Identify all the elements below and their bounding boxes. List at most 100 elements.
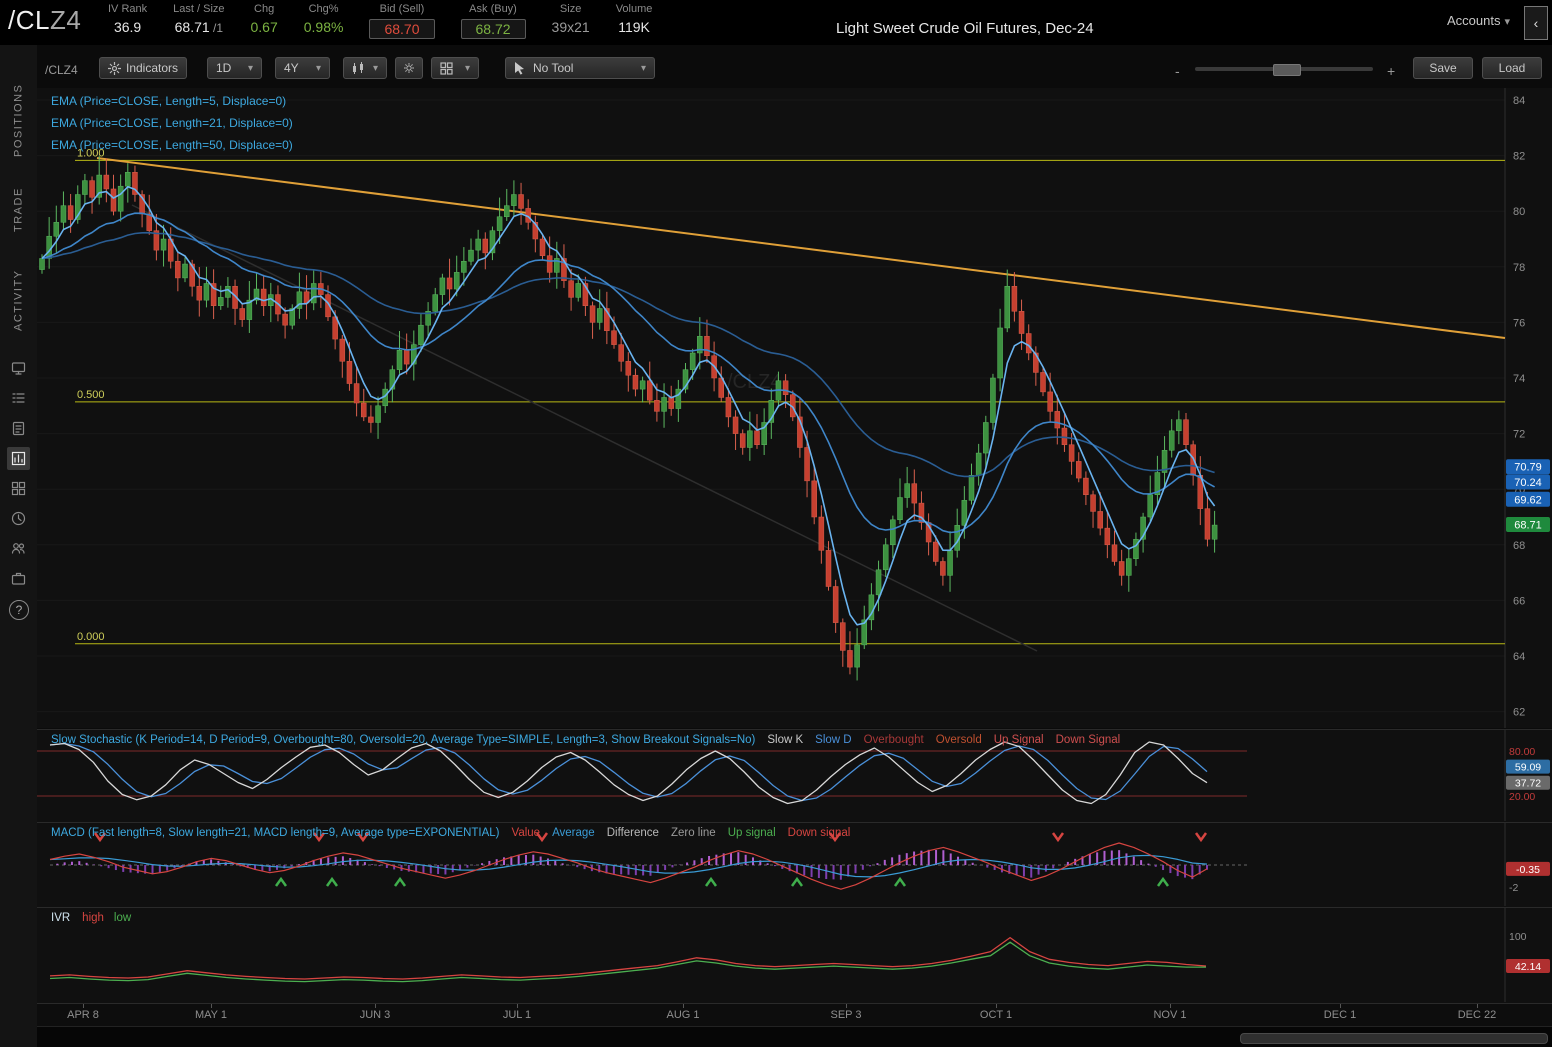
time-axis-label: AUG 1 bbox=[666, 1009, 700, 1021]
indicators-button[interactable]: Indicators bbox=[99, 57, 188, 79]
price-bubble bbox=[1506, 474, 1550, 490]
accounts-dropdown[interactable]: Accounts ▾ bbox=[1447, 13, 1510, 28]
price-chart-canvas[interactable]: 848280787674727068666462/CLZ41.0000.5000… bbox=[37, 88, 1552, 728]
ema5-label: EMA (Price=CLOSE, Length=5, Displace=0) bbox=[51, 94, 287, 108]
ivr-low-line bbox=[49, 941, 1206, 983]
time-tick bbox=[83, 1004, 84, 1008]
range-dropdown[interactable]: 4Y ▾ bbox=[275, 57, 330, 79]
chevron-down-icon: ▾ bbox=[1504, 16, 1510, 28]
price-bubble-text: 70.24 bbox=[1514, 477, 1542, 489]
up-signal-arrow bbox=[1156, 876, 1170, 887]
legend-item: Down Signal bbox=[1055, 734, 1121, 746]
ema50-label: EMA (Price=CLOSE, Length=50, Displace=0) bbox=[51, 138, 293, 152]
time-axis: APR 8 MAY 1 JUN 3 JUL 1 AUG 1 SEP 3 OCT 1 NOV 1… bbox=[37, 1003, 1552, 1026]
study-bubble-text: 42.14 bbox=[1515, 961, 1541, 973]
sidebar-apps-button[interactable] bbox=[7, 477, 30, 500]
sidebar-monitor-button[interactable] bbox=[7, 357, 30, 380]
sidebar-briefcase-button[interactable] bbox=[7, 567, 30, 590]
sidebar-clock-button[interactable] bbox=[7, 507, 30, 530]
trendline-orange bbox=[96, 157, 1506, 339]
scrollbar-thumb[interactable] bbox=[1240, 1033, 1548, 1044]
chevron-down-icon: ▾ bbox=[640, 62, 646, 74]
sidebar-people-button[interactable] bbox=[7, 537, 30, 560]
study-bubble-text: -0.35 bbox=[1516, 864, 1540, 876]
contract-title: Light Sweet Crude Oil Futures, Dec-24 bbox=[836, 20, 1094, 37]
header-field-size: Size 39x21 bbox=[552, 3, 590, 35]
chevron-down-icon: ▾ bbox=[372, 62, 378, 74]
zoom-in-button[interactable]: + bbox=[1387, 63, 1396, 79]
up-signal-arrow bbox=[893, 876, 907, 887]
sidebar-notes-button[interactable] bbox=[7, 417, 30, 440]
header-field-ask: Ask (Buy) 68.72 bbox=[460, 3, 526, 39]
time-axis-label: JUN 3 bbox=[359, 1009, 391, 1021]
sidebar-chart-button[interactable] bbox=[7, 447, 30, 470]
header-fields: IV Rank 36.9 Last / Size 68.71 /1 Chg 0.67 Chg… bbox=[108, 3, 678, 39]
up-signal-arrow bbox=[704, 876, 718, 887]
header-field-value[interactable]: 68.70 bbox=[369, 19, 435, 39]
collapse-panel-button[interactable]: ‹ bbox=[1524, 6, 1548, 40]
chart-icon bbox=[11, 451, 26, 466]
header-field-value: 68.71 /1 bbox=[174, 19, 224, 35]
price-bubble-text: 69.62 bbox=[1514, 494, 1542, 506]
drawing-tool-dropdown[interactable]: No Tool ▾ bbox=[505, 57, 655, 79]
chart-scrollbar[interactable] bbox=[37, 1026, 1552, 1047]
down-signal-arrow bbox=[1194, 832, 1208, 843]
legend-item: Up Signal bbox=[993, 734, 1044, 746]
down-signal-arrow bbox=[93, 832, 107, 843]
slow-d-line bbox=[49, 742, 1208, 802]
time-axis-label: NOV 1 bbox=[1153, 1009, 1187, 1021]
up-signal-arrow bbox=[325, 876, 339, 887]
time-tick bbox=[517, 1004, 518, 1008]
toolbar-symbol-label: /CLZ4 bbox=[45, 63, 78, 77]
macd-panel: -0.35 -2 MACD (Fast length=8, Slow length… bbox=[37, 822, 1552, 907]
load-button[interactable]: Load bbox=[1482, 57, 1542, 79]
header: /CLZ4 IV Rank 36.9 Last / Size 68.71 /1 Chg 0… bbox=[0, 0, 1552, 45]
ivr-label-row: IVR high low bbox=[51, 912, 131, 924]
header-field-value: 0.67 bbox=[250, 19, 278, 35]
timeframe-dropdown[interactable]: 1D ▾ bbox=[207, 57, 262, 79]
ema5-line bbox=[41, 186, 1216, 626]
chart-style-dropdown[interactable]: ▾ bbox=[343, 57, 387, 79]
save-button[interactable]: Save bbox=[1413, 57, 1473, 79]
study-axis-label: 80.00 bbox=[1509, 746, 1535, 758]
clock-icon bbox=[11, 511, 26, 526]
settings-button[interactable] bbox=[395, 57, 423, 79]
price-axis-label: 78 bbox=[1513, 262, 1525, 274]
grid-layout-dropdown[interactable]: ▾ bbox=[431, 57, 479, 79]
zoom-slider-thumb[interactable] bbox=[1273, 64, 1301, 76]
study-bubble bbox=[1506, 775, 1550, 790]
range-value: 4Y bbox=[284, 61, 299, 75]
legend-item: Zero line bbox=[670, 827, 716, 839]
zoom-slider[interactable] bbox=[1195, 64, 1373, 76]
stochastic-legend: Slow K Slow D Overbought Oversold Up Signal D… bbox=[767, 734, 1120, 746]
macd-canvas[interactable]: -0.35 -2 bbox=[37, 823, 1552, 906]
legend-item: Oversold bbox=[935, 734, 982, 746]
legend-item: Difference bbox=[606, 827, 659, 839]
ivr-canvas[interactable]: 100 42.14 bbox=[37, 908, 1552, 1002]
legend-item: low bbox=[113, 912, 132, 924]
header-field-label: IV Rank bbox=[108, 3, 148, 15]
legend-item: Slow D bbox=[815, 734, 852, 746]
header-field-value: 0.98% bbox=[303, 19, 344, 35]
header-field-value[interactable]: 68.72 bbox=[460, 19, 526, 39]
sidebar-watchlist-button[interactable] bbox=[7, 387, 30, 410]
watchlist-icon bbox=[12, 393, 25, 403]
header-field-label: Volume bbox=[615, 3, 653, 15]
down-signal-arrow bbox=[535, 832, 549, 843]
zoom-out-button[interactable]: - bbox=[1175, 63, 1180, 79]
stochastic-panel: 80.00 59.09 37.72 20.00 Slow Stochastic (K … bbox=[37, 729, 1552, 822]
gear-icon bbox=[404, 63, 414, 73]
study-bubble bbox=[1506, 861, 1550, 876]
header-field-label: Ask (Buy) bbox=[469, 3, 517, 15]
cursor-icon bbox=[515, 61, 524, 75]
sidebar-tab-trade[interactable]: TRADE bbox=[12, 187, 25, 233]
header-field-last-size: Last / Size 68.71 /1 bbox=[173, 3, 224, 35]
sidebar-tab-positions[interactable]: POSITIONS bbox=[12, 83, 25, 157]
legend-item: high bbox=[82, 912, 104, 924]
legend-item: Up signal bbox=[727, 827, 776, 839]
sidebar-tab-activity[interactable]: ACTIVITY bbox=[12, 269, 25, 331]
stochastic-params: Slow Stochastic (K Period=14, D Period=9… bbox=[51, 734, 756, 746]
help-icon[interactable]: ? bbox=[9, 600, 29, 620]
